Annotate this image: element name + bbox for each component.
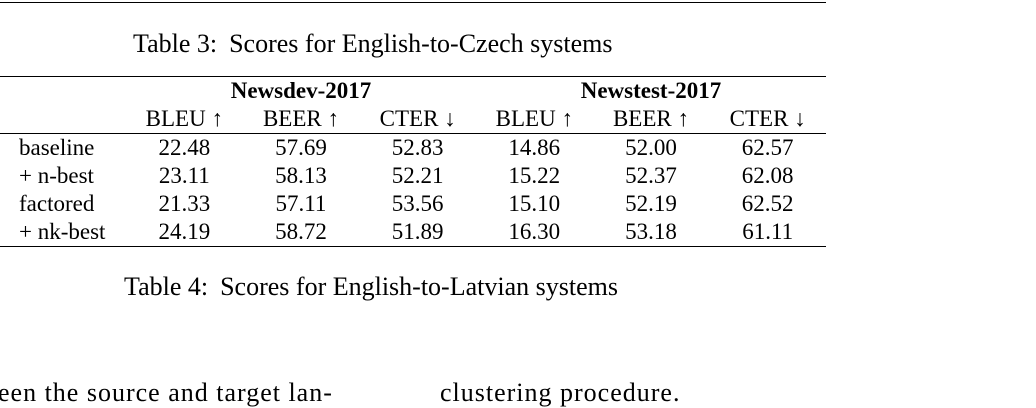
score-cell-best: 53.18 <box>592 218 710 247</box>
metric-header-cell: BEER ↑ <box>592 105 710 134</box>
table-row: + n-best 23.11 58.13 52.21 15.22 52.37 6… <box>0 162 826 190</box>
table3-caption: Table 3: Scores for English-to-Czech syst… <box>133 29 613 59</box>
score-cell: 62.57 <box>741 135 794 160</box>
table3-bottom-rule <box>0 2 826 3</box>
score-cell-best: 16.30 <box>475 218 593 247</box>
system-name-cell: + nk-best <box>0 218 126 247</box>
body-text-right-column: clustering procedure. <box>440 378 681 407</box>
score-cell: 52.83 <box>391 135 444 160</box>
system-name-cell: baseline <box>19 135 95 160</box>
table-row: baseline 22.48 57.69 52.83 14.86 52.00 6… <box>0 134 826 163</box>
score-cell: 15.22 <box>508 163 561 188</box>
score-cell: 57.11 <box>275 191 327 216</box>
table-corner-cell <box>0 77 126 106</box>
metric-header-cell: BEER ↑ <box>242 105 360 134</box>
scores-table-latvian: Newsdev-2017 Newstest-2017 BLEU ↑ BEER ↑… <box>0 76 826 247</box>
table-metric-header-row: BLEU ↑ BEER ↑ CTER ↓ BLEU ↑ BEER ↑ CTER … <box>0 105 826 134</box>
system-name-cell: + n-best <box>19 163 94 188</box>
group-header-newstest: Newstest-2017 <box>476 77 826 106</box>
score-cell: 52.37 <box>625 163 677 188</box>
table-row: + nk-best 24.19 58.72 51.89 16.30 53.18 … <box>0 218 826 247</box>
body-text-left-column: een the source and target lan- <box>0 378 333 407</box>
score-cell: 52.21 <box>391 163 444 188</box>
score-cell: 15.10 <box>508 191 561 216</box>
score-cell: 52.19 <box>625 191 677 216</box>
table-corner-cell <box>0 105 126 134</box>
score-cell-best: 58.72 <box>242 218 360 247</box>
group-header-label: Newstest-2017 <box>580 78 722 103</box>
system-name-cell: factored <box>19 191 95 216</box>
metric-header-cell: CTER ↓ <box>359 105 476 134</box>
table3-caption-title: Scores for English-to-Czech systems <box>229 29 613 58</box>
score-cell-best: 61.11 <box>709 218 826 247</box>
table4-caption-number: Table 4: <box>124 272 209 301</box>
score-cell: 21.33 <box>158 191 211 216</box>
metric-header-cell: BLEU ↑ <box>475 105 593 134</box>
score-cell: 14.86 <box>508 135 561 160</box>
score-cell-best: 51.89 <box>359 218 476 247</box>
table4-caption-title: Scores for English-to-Latvian systems <box>220 272 618 301</box>
score-cell: 58.13 <box>275 163 327 188</box>
table-row: factored 21.33 57.11 53.56 15.10 52.19 6… <box>0 190 826 218</box>
score-cell: 62.08 <box>741 163 794 188</box>
metric-header-cell: BLEU ↑ <box>126 105 243 134</box>
score-cell-best: 24.19 <box>126 218 243 247</box>
group-header-newsdev: Newsdev-2017 <box>126 77 476 106</box>
score-cell: 62.52 <box>741 191 794 216</box>
table4-caption: Table 4: Scores for English-to-Latvian sy… <box>124 272 618 302</box>
table3-caption-number: Table 3: <box>133 29 218 58</box>
metric-header-cell: CTER ↓ <box>709 105 826 134</box>
score-cell: 53.56 <box>391 191 444 216</box>
score-cell: 22.48 <box>158 135 211 160</box>
score-cell: 57.69 <box>275 135 327 160</box>
score-cell: 52.00 <box>625 135 677 160</box>
table-group-header-row: Newsdev-2017 Newstest-2017 <box>0 76 826 106</box>
group-header-label: Newsdev-2017 <box>230 78 372 103</box>
score-cell: 23.11 <box>158 163 210 188</box>
